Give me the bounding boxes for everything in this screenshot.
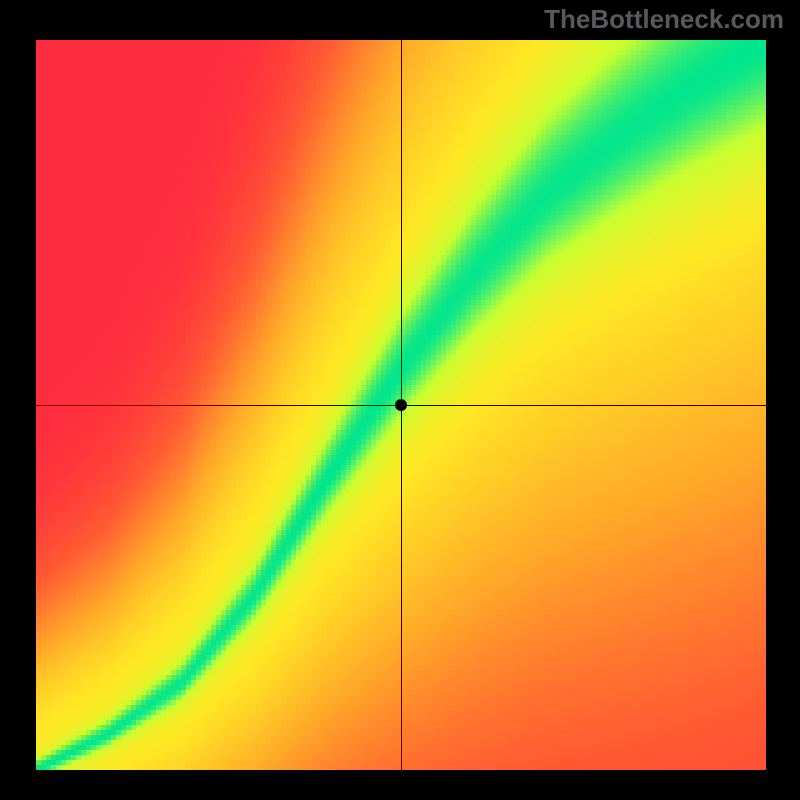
watermark-text: TheBottleneck.com bbox=[544, 4, 784, 35]
crosshair-marker bbox=[395, 399, 407, 411]
